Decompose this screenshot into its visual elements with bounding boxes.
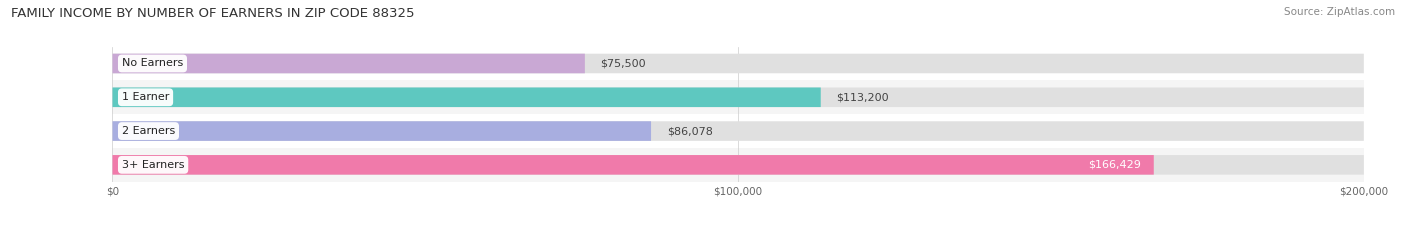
Text: FAMILY INCOME BY NUMBER OF EARNERS IN ZIP CODE 88325: FAMILY INCOME BY NUMBER OF EARNERS IN ZI… [11,7,415,20]
FancyBboxPatch shape [112,155,1364,175]
Text: $166,429: $166,429 [1088,160,1142,170]
Text: 3+ Earners: 3+ Earners [122,160,184,170]
FancyBboxPatch shape [112,54,1364,73]
FancyBboxPatch shape [112,87,821,107]
FancyBboxPatch shape [112,155,1154,175]
Bar [112,47,1364,80]
Bar [112,114,1364,148]
Bar [112,80,1364,114]
FancyBboxPatch shape [112,121,1364,141]
FancyBboxPatch shape [112,54,585,73]
Text: $113,200: $113,200 [837,92,889,102]
Text: $86,078: $86,078 [666,126,713,136]
FancyBboxPatch shape [112,121,651,141]
Text: No Earners: No Earners [122,58,183,69]
Bar [112,148,1364,182]
Text: $75,500: $75,500 [600,58,647,69]
Text: Source: ZipAtlas.com: Source: ZipAtlas.com [1284,7,1395,17]
FancyBboxPatch shape [112,87,1364,107]
Text: 1 Earner: 1 Earner [122,92,169,102]
Text: 2 Earners: 2 Earners [122,126,176,136]
